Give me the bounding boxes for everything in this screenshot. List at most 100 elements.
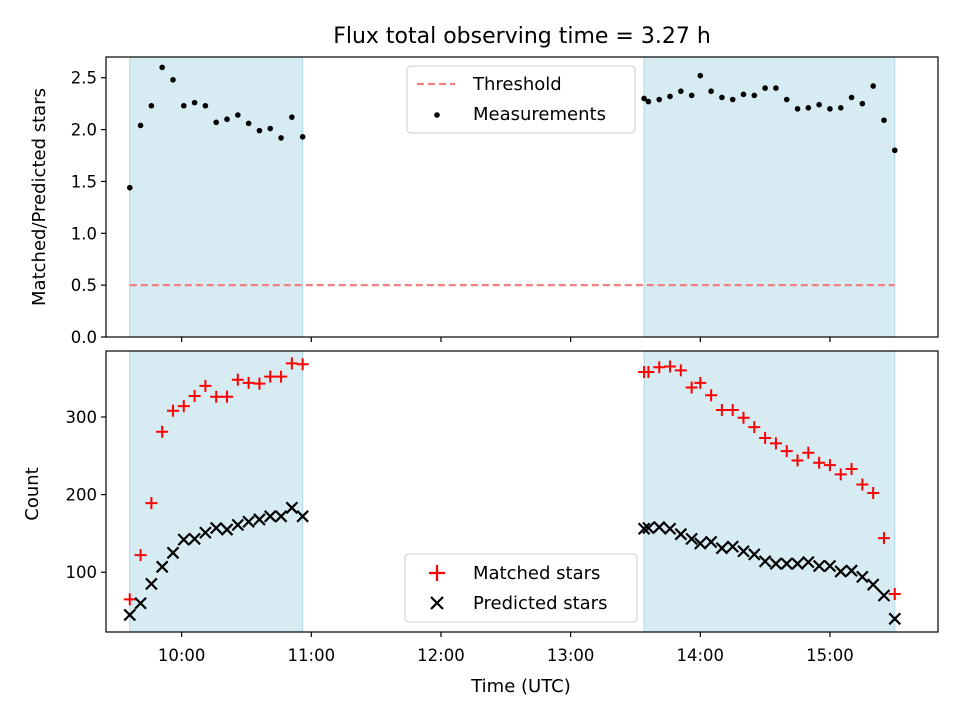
matched-stars-point: [674, 364, 687, 377]
predicted-stars-point: [674, 527, 688, 541]
predicted-stars-point: [296, 510, 309, 523]
predicted-stars-point: [242, 515, 255, 529]
predicted-stars-point: [737, 544, 750, 558]
bot-x-tick-label: 13:00: [547, 646, 595, 665]
top-legend: Threshold Measurements: [406, 65, 636, 134]
measurement-point: [697, 72, 704, 79]
measurement-point: [256, 127, 263, 134]
legend-measurements-label: Measurements: [473, 104, 606, 125]
bot-x-tick-label: 12:00: [417, 646, 465, 665]
top-legend-box: [406, 65, 636, 134]
top-panel: 0.0 0.5 1.0 1.5 2.0 2.5 Matched/Predicted sta…: [29, 56, 939, 347]
predicted-stars-point: [845, 564, 858, 577]
top-y-tick-label: 1.5: [71, 172, 97, 191]
measurement-point: [667, 93, 673, 100]
measurement-point: [202, 102, 209, 109]
measurement-point: [708, 88, 714, 95]
bot-shaded-interval-2: [644, 351, 895, 632]
measurement-point: [159, 64, 165, 71]
bot-y-tick-label: 200: [66, 486, 98, 505]
predicted-stars-point: [188, 532, 201, 546]
predicted-stars-point: [177, 533, 191, 546]
top-y-axis-label: Matched/Predicted stars: [29, 88, 50, 306]
predicted-stars-series: [123, 501, 902, 626]
measurement-point: [848, 94, 855, 101]
predicted-stars-point: [704, 535, 718, 549]
matched-stars-point: [210, 390, 223, 403]
predicted-stars-point: [155, 560, 169, 574]
measurement-point: [235, 112, 241, 118]
matched-stars-point: [285, 357, 298, 370]
matched-stars-point: [664, 360, 677, 373]
measurement-point: [751, 92, 758, 99]
measurement-point: [224, 116, 230, 123]
measurement-point: [783, 96, 790, 103]
predicted-stars-point: [253, 513, 266, 526]
bot-x-tick-label: 15:00: [806, 646, 854, 665]
measurement-point: [859, 100, 866, 107]
measurement-point: [137, 122, 144, 129]
predicted-stars-point: [145, 577, 158, 591]
matched-stars-point: [134, 549, 147, 562]
top-shaded-interval-1: [129, 57, 303, 337]
matched-stars-point: [177, 400, 190, 413]
predicted-stars-point: [685, 532, 698, 546]
predicted-stars-point: [748, 548, 761, 561]
measurement-point: [827, 106, 833, 112]
matched-stars-point: [123, 593, 136, 606]
predicted-stars-point: [834, 565, 848, 578]
measurement-point: [245, 120, 252, 127]
matched-stars-point: [145, 497, 158, 510]
matched-stars-point: [199, 379, 212, 392]
measurement-point: [641, 95, 647, 102]
predicted-stars-point: [123, 608, 137, 622]
top-x-ticks: [181, 337, 831, 342]
measurement-point: [762, 85, 768, 91]
measurement-point: [794, 106, 801, 112]
measurement-point: [740, 91, 747, 98]
predicted-stars-point: [263, 510, 277, 523]
bottom-legend-box: [404, 553, 638, 623]
matched-stars-point: [221, 390, 234, 403]
measurement-point: [180, 102, 187, 109]
matched-stars-point: [156, 425, 169, 438]
predicted-stars-point: [812, 559, 826, 573]
matched-stars-point: [780, 445, 793, 458]
matched-stars-point: [653, 361, 666, 374]
matched-stars-point: [188, 390, 201, 403]
predicted-stars-point: [663, 522, 677, 536]
matched-stars-point: [296, 358, 309, 371]
measurement-point: [870, 83, 876, 89]
bottom-y-ticks: 100 200 300: [66, 408, 106, 582]
top-axes-frame: [105, 56, 939, 338]
matched-stars-point: [823, 459, 836, 472]
measurement-point: [267, 125, 274, 132]
matched-stars-point: [694, 376, 707, 389]
measurement-point: [837, 105, 844, 111]
top-y-tick-label: 1.0: [71, 224, 97, 243]
measurement-point: [170, 77, 176, 83]
matched-stars-point: [748, 421, 761, 434]
matched-stars-point: [685, 381, 698, 394]
measurement-point: [126, 184, 133, 191]
bottom-x-ticks: 10:00 11:00 12:00 13:00 14:00 15:00: [158, 632, 854, 665]
top-y-tick-label: 2.0: [71, 121, 97, 140]
matched-stars-point: [705, 389, 718, 402]
measurement-point: [816, 101, 822, 108]
measurement-point: [719, 94, 725, 101]
predicted-stars-point: [802, 555, 815, 569]
predicted-stars-point: [877, 589, 891, 602]
legend-predicted-label: Predicted stars: [473, 593, 607, 614]
predicted-stars-point: [134, 597, 147, 610]
predicted-stars-point: [791, 557, 804, 570]
predicted-stars-point: [758, 555, 772, 568]
predicted-stars-point: [780, 557, 794, 570]
measurement-point: [148, 102, 155, 109]
predicted-stars-point: [715, 541, 729, 555]
predicted-stars-point: [209, 521, 223, 535]
predicted-stars-point: [274, 510, 288, 523]
bot-y-tick-label: 100: [66, 563, 98, 582]
legend-predicted-swatch: [430, 596, 444, 610]
measurement-point: [213, 119, 220, 126]
